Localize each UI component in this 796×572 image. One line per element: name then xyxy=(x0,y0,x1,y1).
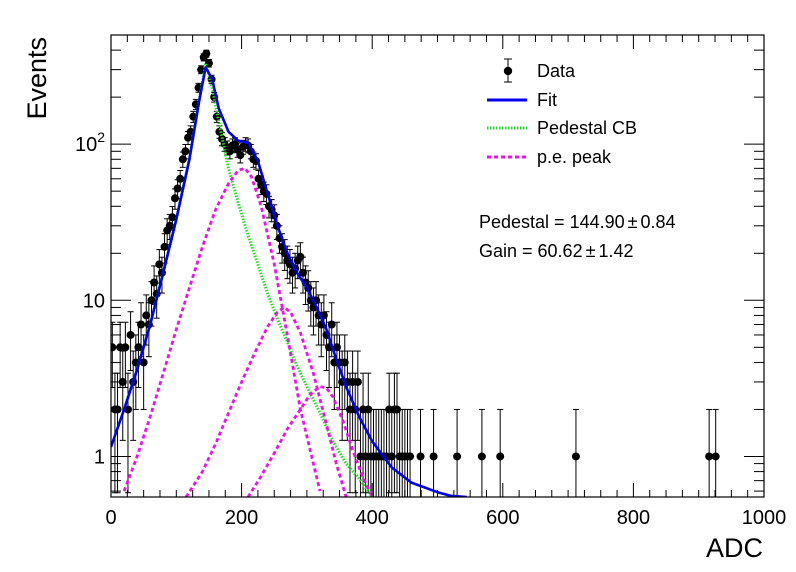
data-marker xyxy=(137,320,146,329)
data-marker xyxy=(236,151,245,160)
legend-label-pe-peak: p.e. peak xyxy=(537,147,612,167)
data-marker xyxy=(139,358,148,367)
data-point xyxy=(121,321,130,389)
data-marker xyxy=(181,147,190,156)
x-tick-label: 200 xyxy=(225,507,258,529)
legend-label-fit: Fit xyxy=(537,90,557,110)
data-point xyxy=(155,249,164,284)
data-marker xyxy=(150,278,159,287)
stat-pedestal-pm: ± xyxy=(628,212,638,232)
y-tick-label: 1 xyxy=(94,446,105,468)
data-marker xyxy=(353,377,362,386)
x-tick-label: 400 xyxy=(356,507,389,529)
data-point xyxy=(705,408,714,497)
legend-entry-pedestal: Pedestal CB xyxy=(487,118,637,138)
data-marker xyxy=(197,65,206,74)
legend-label-pedestal: Pedestal CB xyxy=(537,118,637,138)
pedestal-cb-curve xyxy=(122,61,374,497)
y-axis-title: Events xyxy=(22,37,52,120)
data-marker xyxy=(705,452,714,461)
data-marker xyxy=(147,296,156,305)
data-marker xyxy=(165,221,174,230)
legend-entry-data: Data xyxy=(503,58,576,83)
x-tick-labels: 0 200 400 600 800 1000 xyxy=(105,507,786,529)
data-point xyxy=(202,49,211,58)
x-tick-label: 600 xyxy=(486,507,519,529)
data-marker xyxy=(142,311,151,320)
legend-entry-fit: Fit xyxy=(487,90,557,110)
plot-clip-group xyxy=(111,49,720,497)
stat-gain-error: 1.42 xyxy=(598,241,633,261)
axis-ticks xyxy=(110,34,765,497)
data-point xyxy=(711,408,720,497)
data-marker xyxy=(204,59,213,68)
stat-pedestal: Pedestal = 144.90 ±0.84 xyxy=(479,212,676,232)
data-marker xyxy=(340,358,349,367)
data-marker xyxy=(126,330,135,339)
data-marker xyxy=(429,452,438,461)
legend-marker-data xyxy=(503,66,513,76)
legend-entry-pe-peak: p.e. peak xyxy=(487,147,612,167)
data-marker xyxy=(416,452,425,461)
data-marker xyxy=(155,260,164,269)
data-marker xyxy=(453,452,462,461)
y-tick-label-base: 10 xyxy=(83,290,105,312)
y-tick-label-base: 1 xyxy=(94,446,105,468)
stat-pedestal-value: Pedestal = 144.90 xyxy=(479,212,625,232)
data-marker xyxy=(121,343,130,352)
data-marker xyxy=(406,452,415,461)
data-marker xyxy=(477,452,486,461)
data-marker xyxy=(134,343,143,352)
y-tick-label: 10 xyxy=(83,290,105,312)
data-point xyxy=(496,408,505,497)
stat-gain: Gain = 60.62 ±1.42 xyxy=(479,241,634,261)
data-marker xyxy=(332,343,341,352)
data-marker xyxy=(496,452,505,461)
pe-peak-curve-1 xyxy=(122,166,322,492)
data-point xyxy=(137,302,146,358)
data-marker xyxy=(387,452,396,461)
data-point xyxy=(332,321,341,389)
legend-label-data: Data xyxy=(537,61,576,81)
data-point xyxy=(416,408,425,497)
x-tick-label: 800 xyxy=(617,507,650,529)
data-point xyxy=(429,408,438,497)
fit-curve xyxy=(111,66,467,497)
x-tick-label: 0 xyxy=(105,507,116,529)
fit-results: Pedestal = 144.90 ±0.84 Gain = 60.62 ±1.42 xyxy=(479,212,676,261)
data-marker xyxy=(327,320,336,329)
stat-gain-value: Gain = 60.62 xyxy=(479,241,583,261)
data-point xyxy=(571,408,580,497)
data-point xyxy=(126,311,135,372)
data-marker xyxy=(168,213,177,222)
pe-peak-curve-3 xyxy=(246,385,374,497)
y-tick-label-exponent: 2 xyxy=(97,129,105,145)
data-marker xyxy=(118,377,127,386)
data-marker xyxy=(298,268,307,277)
x-tick-label: 1000 xyxy=(742,507,787,529)
data-point xyxy=(204,59,213,68)
data-point xyxy=(477,408,486,497)
data-point xyxy=(453,408,462,497)
pe-peak-curve-2 xyxy=(184,306,348,497)
stat-gain-pm: ± xyxy=(586,241,596,261)
data-point xyxy=(298,256,307,294)
legend: Data Fit Pedestal CB p.e. peak xyxy=(487,58,637,167)
y-tick-label: 102 xyxy=(75,129,105,156)
y-tick-label-base: 10 xyxy=(75,134,97,156)
x-axis-title: ADC xyxy=(706,533,763,563)
data-point xyxy=(353,350,362,441)
plot-area xyxy=(111,49,720,497)
stat-pedestal-error: 0.84 xyxy=(641,212,676,232)
data-marker xyxy=(711,452,720,461)
data-marker xyxy=(176,174,185,183)
data-marker xyxy=(571,452,580,461)
data-point xyxy=(118,350,127,441)
data-marker xyxy=(202,49,211,58)
